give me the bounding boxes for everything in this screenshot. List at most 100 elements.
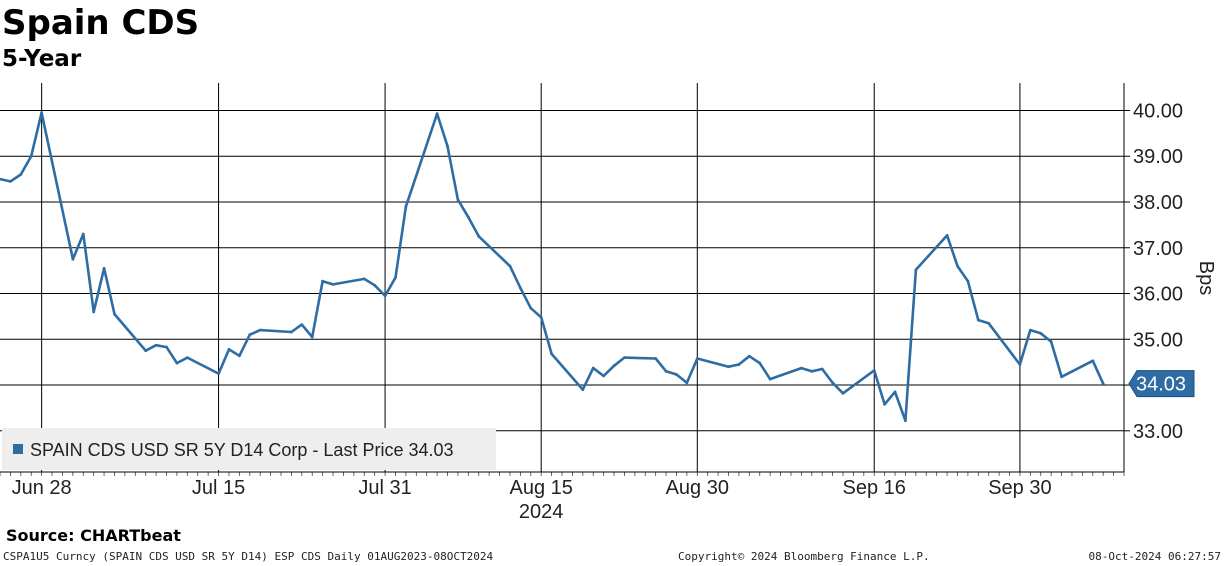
- data-point: [675, 373, 678, 376]
- data-point: [602, 374, 606, 378]
- data-point: [1049, 340, 1053, 343]
- legend-swatch: [13, 444, 23, 454]
- data-point: [1039, 331, 1043, 335]
- data-point: [550, 352, 553, 356]
- data-point: [237, 354, 241, 358]
- data-point: [508, 264, 512, 268]
- data-point: [29, 154, 33, 158]
- data-point: [373, 283, 377, 287]
- data-point: [685, 381, 689, 385]
- grid: [0, 83, 1124, 472]
- chart-title: Spain CDS: [2, 3, 200, 43]
- chart-subtitle: 5-Year: [2, 46, 82, 72]
- x-tick-label: Jul 15: [192, 477, 245, 499]
- data-point: [217, 372, 220, 376]
- data-point: [768, 377, 772, 381]
- footer-ticker-info: CSPA1U5 Curncy (SPAIN CDS USD SR 5Y D14)…: [3, 550, 494, 563]
- series-line: [0, 111, 1105, 423]
- data-point: [914, 268, 918, 272]
- x-year-label: 2024: [519, 501, 564, 523]
- data-point: [19, 173, 23, 176]
- data-point: [904, 419, 907, 423]
- data-point: [394, 276, 397, 279]
- legend: SPAIN CDS USD SR 5Y D14 Corp - Last Pric…: [2, 428, 496, 470]
- y-tick-label: 37.00: [1133, 238, 1183, 260]
- data-point: [331, 282, 335, 286]
- data-point: [175, 361, 179, 365]
- data-point: [102, 266, 106, 270]
- data-point: [893, 390, 897, 394]
- data-point: [758, 361, 762, 365]
- data-point: [9, 179, 12, 183]
- data-point: [310, 335, 314, 339]
- data-point: [404, 205, 408, 208]
- data-point: [799, 366, 803, 370]
- y-tick-label: 38.00: [1133, 192, 1183, 214]
- data-point: [435, 112, 439, 116]
- x-tick-label: Sep 30: [988, 477, 1051, 499]
- x-tick-label: Jun 28: [12, 477, 72, 499]
- data-point: [612, 364, 616, 368]
- data-point: [165, 345, 168, 349]
- data-point: [477, 234, 481, 238]
- x-tick-label: Jul 31: [358, 477, 411, 499]
- last-value-label: 34.03: [1136, 374, 1186, 396]
- data-point: [466, 215, 470, 219]
- y-tick-label: 35.00: [1133, 329, 1183, 351]
- data-point: [810, 369, 814, 373]
- data-point: [1018, 363, 1022, 366]
- data-point: [841, 391, 845, 395]
- data-point: [456, 198, 460, 202]
- legend-label: SPAIN CDS USD SR 5Y D14 Corp - Last Pric…: [30, 440, 454, 460]
- data-point: [654, 357, 658, 360]
- data-point: [383, 294, 387, 298]
- data-point: [1028, 328, 1032, 332]
- data-point: [820, 367, 824, 371]
- data-point: [92, 310, 96, 314]
- data-point: [1101, 382, 1105, 386]
- axes: 33.0034.0035.0036.0037.0038.0039.0040.00…: [0, 83, 1217, 523]
- data-point: [300, 323, 304, 327]
- data-point: [872, 369, 876, 372]
- data-point: [883, 402, 887, 406]
- data-point: [446, 144, 449, 148]
- data-point: [321, 279, 325, 283]
- data-point: [591, 366, 595, 370]
- x-tick-label: Aug 30: [666, 477, 729, 499]
- data-point: [1060, 375, 1063, 379]
- data-point: [40, 111, 44, 115]
- data-point: [0, 177, 2, 181]
- data-point: [258, 328, 262, 332]
- data-point: [290, 330, 293, 334]
- data-point: [227, 347, 231, 351]
- data-point: [747, 354, 751, 358]
- source-note: Source: CHARTbeat: [6, 526, 181, 545]
- data-point: [976, 318, 980, 322]
- x-tick-label: Sep 16: [843, 477, 906, 499]
- series-layer: [0, 111, 1105, 423]
- data-point: [81, 232, 85, 236]
- data-point: [581, 388, 585, 392]
- data-point: [945, 233, 949, 237]
- data-point: [71, 257, 75, 261]
- y-tick-label: 36.00: [1133, 284, 1183, 306]
- data-point: [831, 381, 834, 385]
- data-point: [664, 369, 668, 373]
- data-point: [529, 306, 533, 310]
- data-point: [695, 357, 699, 360]
- data-point: [966, 279, 970, 283]
- data-point: [1091, 359, 1095, 363]
- y-tick-label: 39.00: [1133, 146, 1183, 168]
- data-point: [154, 343, 158, 347]
- data-point: [185, 356, 189, 359]
- data-point: [518, 286, 522, 290]
- data-point: [144, 349, 148, 353]
- data-point: [956, 264, 959, 268]
- data-point: [727, 365, 730, 369]
- legend-box: [2, 428, 496, 470]
- y-tick-label: 40.00: [1133, 100, 1183, 122]
- data-point: [539, 315, 543, 319]
- x-tick-label: Aug 15: [509, 477, 572, 499]
- data-point: [113, 312, 116, 316]
